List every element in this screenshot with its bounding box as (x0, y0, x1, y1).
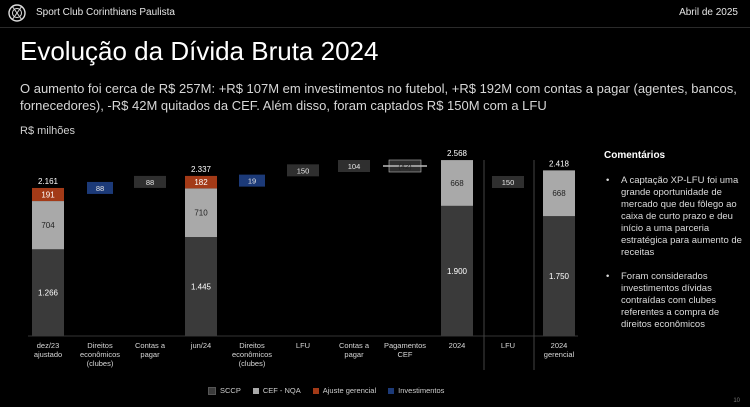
delta-label: 88 (96, 184, 104, 193)
legend-swatch-sccp (208, 386, 216, 395)
delta-label: 150 (297, 166, 310, 175)
bar-sccp-label: 1.445 (191, 283, 212, 292)
bar-cef (32, 201, 64, 250)
bar-delta (287, 164, 319, 177)
delta-label: 150 (502, 178, 515, 187)
bar-sccp-label: 1.266 (38, 289, 59, 298)
category-label: LFU (296, 341, 310, 350)
category-label: 2024 (551, 341, 568, 350)
category-label: Direitos (87, 341, 113, 350)
category-label: econômicos (232, 350, 272, 359)
category-label: ajustado (34, 350, 62, 359)
comment-bullet: A captação XP-LFU foi uma grande oportun… (604, 175, 744, 259)
header-divider (0, 27, 750, 28)
legend-label: SCCP (220, 386, 241, 395)
category-label: Direitos (239, 341, 265, 350)
category-label: 2024 (449, 341, 466, 350)
bar-sccp-label: 1.750 (549, 272, 570, 281)
category-label: jun/24 (190, 341, 211, 350)
bar-ajuste (185, 175, 217, 189)
bar-sccp-label: 1.900 (447, 267, 468, 276)
bar-sccp (32, 249, 64, 336)
total-label: 2.161 (38, 177, 59, 186)
category-label: Contas a (135, 341, 166, 350)
bar-delta (338, 160, 370, 172)
category-label: LFU (501, 341, 515, 350)
total-label: 2.337 (191, 165, 212, 174)
legend-item-ajuste: Ajuste gerencial (312, 386, 377, 395)
bar-cef-label: 704 (41, 221, 55, 230)
legend-label: CEF - NQA (262, 386, 301, 395)
bar-cef-label: 668 (552, 189, 566, 198)
category-label: (clubes) (239, 359, 266, 368)
club-logo (8, 4, 26, 22)
legend-label: Ajuste gerencial (322, 386, 377, 395)
bar-ajuste-label: 182 (194, 178, 208, 187)
delta-label: 88 (146, 178, 154, 187)
page-number: 10 (733, 398, 740, 404)
category-label: pagar (344, 350, 364, 359)
category-label: gerencial (544, 350, 575, 359)
category-label: dez/23 (37, 341, 60, 350)
header: Sport Club Corinthians Paulista Abril de… (0, 0, 750, 26)
legend-label: Investimentos (398, 386, 445, 395)
comments-list: A captação XP-LFU foi uma grande oportun… (604, 175, 744, 343)
bar-sccp (543, 216, 575, 336)
category-label: Contas a (339, 341, 370, 350)
page-title: Evolução da Dívida Bruta 2024 (20, 36, 379, 66)
bar-cef (441, 160, 473, 206)
delta-label: 19 (248, 177, 256, 186)
legend-item-cef: CEF - NQA (252, 386, 301, 395)
chart-legend: SCCP CEF - NQA Ajuste gerencial Investim… (208, 386, 444, 395)
club-name: Sport Club Corinthians Paulista (36, 7, 175, 18)
category-label: econômicos (80, 350, 120, 359)
bar-ajuste-label: 191 (41, 191, 55, 200)
comment-bullet: Foram considerados investimentos dívidas… (604, 271, 744, 331)
legend-item-sccp: SCCP (208, 386, 241, 395)
bar-sccp (185, 237, 217, 336)
bar-cef-label: 710 (194, 209, 208, 218)
bar-cef (185, 188, 217, 238)
legend-swatch-investimentos (388, 387, 395, 394)
bar-delta (492, 176, 524, 188)
bar-investimentos (87, 181, 113, 194)
category-label: (clubes) (87, 359, 114, 368)
category-label: Pagamentos (384, 341, 426, 350)
report-date: Abril de 2025 (679, 7, 738, 18)
bar-cef-label: 668 (450, 179, 464, 188)
comments-title: Comentários (604, 150, 666, 161)
total-label: 2.418 (549, 159, 570, 168)
delta-label: (42) (398, 162, 412, 171)
bar-cef (543, 170, 575, 217)
legend-swatch-cef (252, 387, 259, 394)
legend-swatch-ajuste (312, 387, 319, 394)
bar-sccp (441, 205, 473, 336)
total-label: 2.568 (447, 149, 468, 158)
bar-ajuste (32, 187, 64, 202)
unit-label: R$ milhões (20, 125, 76, 137)
bar-delta (134, 175, 166, 188)
bar-investimentos (239, 174, 265, 187)
delta-label: 104 (348, 162, 361, 171)
legend-item-investimentos: Investimentos (388, 386, 444, 395)
category-label: CEF (398, 350, 413, 359)
page-subtitle: O aumento foi cerca de R$ 257M: +R$ 107M… (20, 81, 737, 113)
category-label: pagar (140, 350, 160, 359)
